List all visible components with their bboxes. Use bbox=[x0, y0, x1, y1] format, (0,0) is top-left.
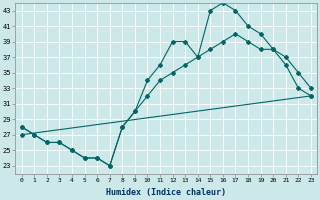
X-axis label: Humidex (Indice chaleur): Humidex (Indice chaleur) bbox=[106, 188, 226, 197]
